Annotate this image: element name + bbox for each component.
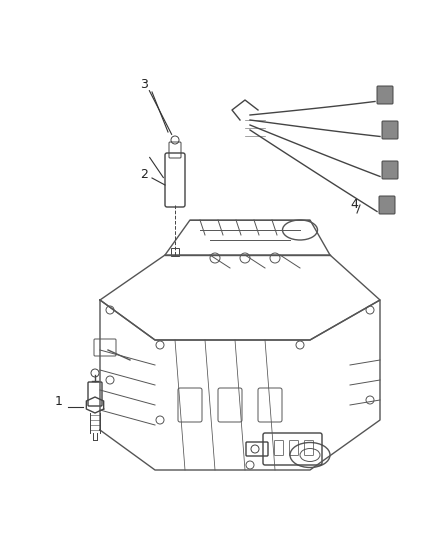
Text: 3: 3 (140, 78, 148, 91)
Text: 4: 4 (350, 198, 358, 211)
Text: 2: 2 (140, 168, 148, 181)
Text: 1: 1 (55, 395, 63, 408)
FancyBboxPatch shape (382, 161, 398, 179)
FancyBboxPatch shape (377, 86, 393, 104)
FancyBboxPatch shape (382, 121, 398, 139)
FancyBboxPatch shape (379, 196, 395, 214)
